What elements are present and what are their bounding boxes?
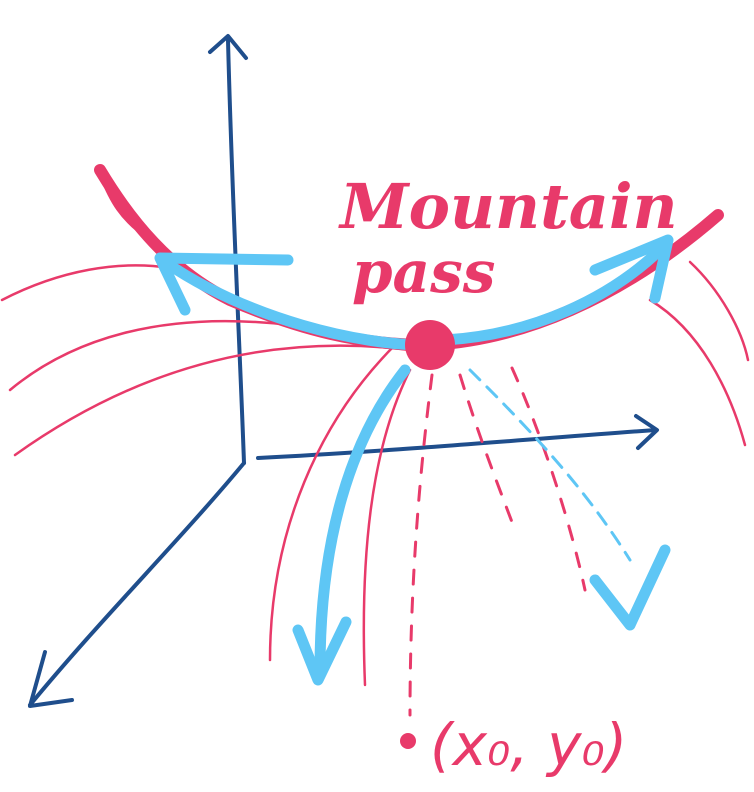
blue-arrowhead-down bbox=[292, 616, 352, 686]
projection-line-3 bbox=[510, 366, 587, 592]
surface-line-left-1 bbox=[0, 264, 172, 302]
saddle-point bbox=[405, 320, 455, 370]
surface-line-right-1 bbox=[688, 260, 750, 362]
projection-lines bbox=[408, 366, 587, 717]
projection-line-1 bbox=[408, 373, 434, 717]
projection-line-2 bbox=[458, 373, 517, 532]
surface-line-down-2 bbox=[362, 368, 412, 687]
z-axis bbox=[226, 38, 246, 465]
blue-path-down bbox=[314, 364, 411, 676]
surface-line-right-2 bbox=[648, 298, 747, 447]
blue-arrowhead-down-right bbox=[589, 544, 671, 631]
point-label: (x₀, y₀) bbox=[430, 711, 627, 779]
blue-path-right bbox=[439, 239, 671, 346]
surface-line-down-1 bbox=[268, 343, 397, 662]
surface-line-left-3 bbox=[13, 344, 412, 457]
blue-path-left bbox=[159, 256, 431, 351]
x-axis bbox=[28, 461, 246, 707]
z-axis-arrowhead bbox=[208, 34, 248, 60]
blue-arrowhead-left bbox=[154, 252, 294, 316]
axes bbox=[28, 34, 659, 708]
blue-arrowhead-right bbox=[589, 234, 674, 304]
x-axis-arrowhead bbox=[28, 650, 74, 708]
surface-line-left-2 bbox=[8, 319, 292, 392]
y-axis-arrowhead bbox=[634, 414, 659, 450]
base-point bbox=[400, 733, 416, 749]
blue-dashed-descent bbox=[468, 368, 632, 562]
title-line-1: Mountain bbox=[338, 170, 678, 243]
title-line-2: pass bbox=[352, 238, 495, 306]
y-axis bbox=[256, 428, 657, 460]
ascent-paths bbox=[154, 234, 674, 686]
